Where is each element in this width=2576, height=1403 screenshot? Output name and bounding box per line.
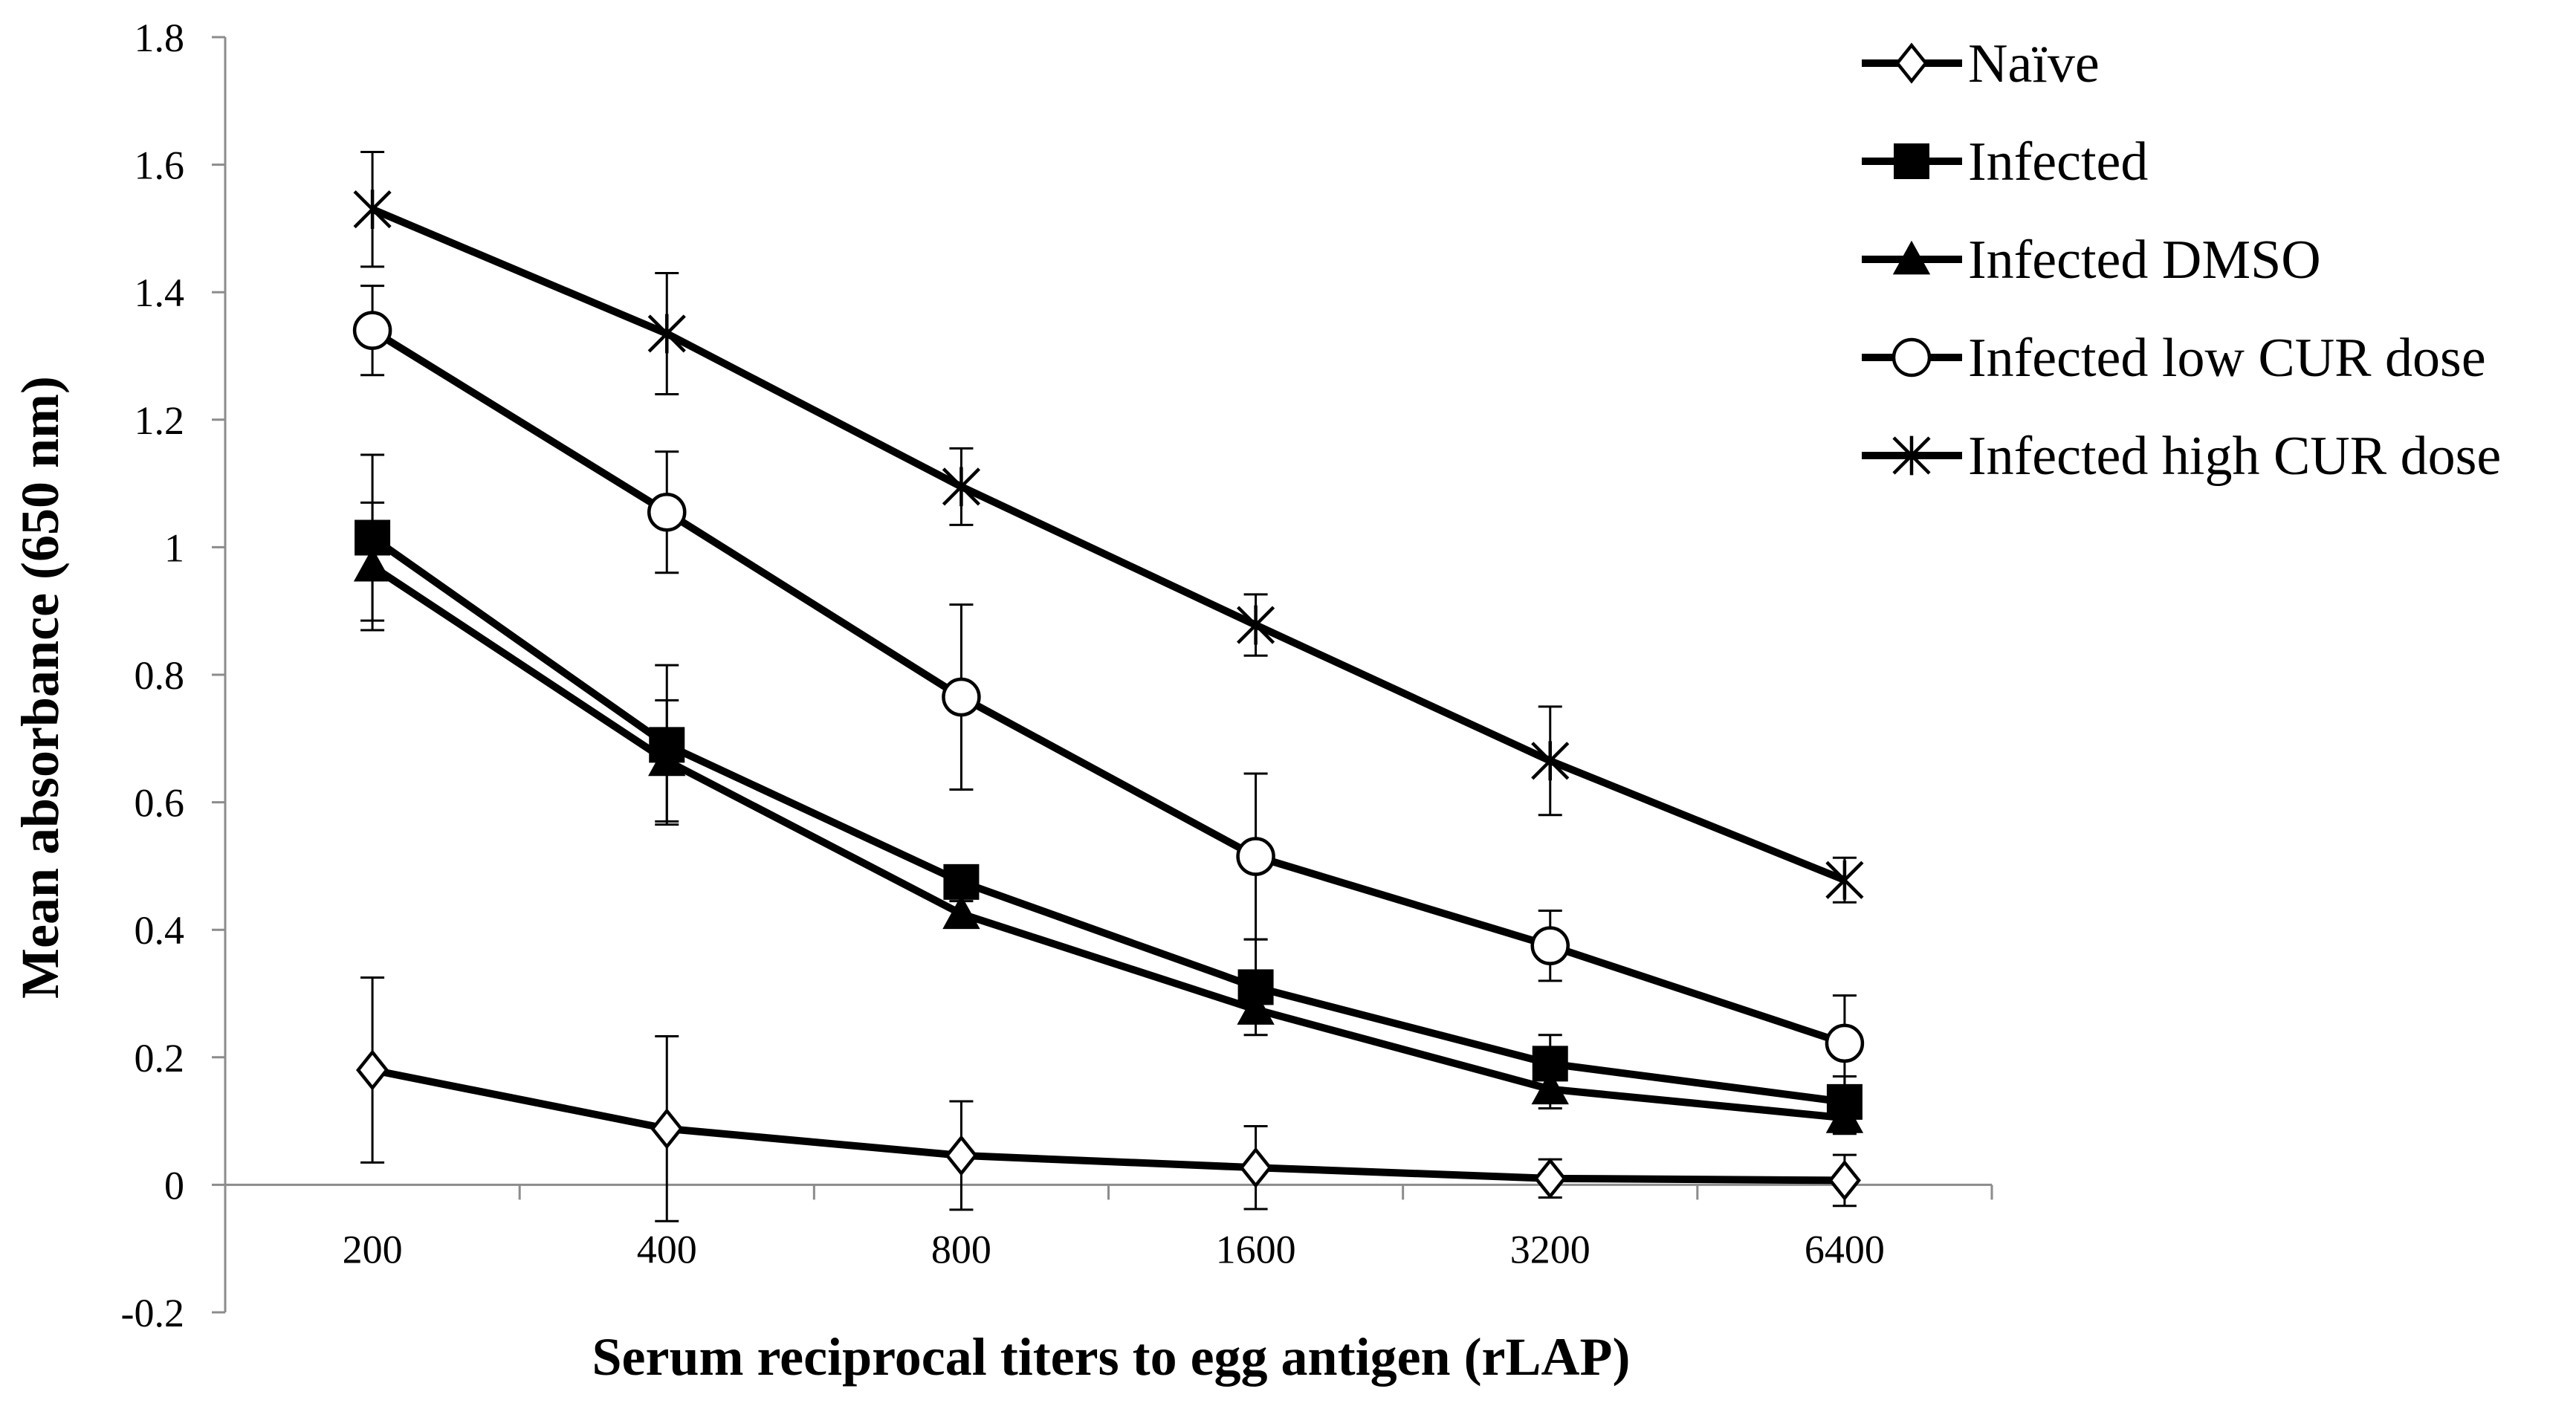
y-tick-label: 0: [164, 1163, 184, 1208]
marker-diamond: [1894, 42, 1929, 84]
series-line: [370, 534, 1845, 1106]
axes: [212, 36, 1993, 1314]
x-tick-label: 6400: [1805, 1227, 1885, 1271]
marker-diamond: [1533, 1158, 1567, 1199]
y-tick-label: 0.2: [135, 1036, 185, 1080]
series-line: [370, 327, 1846, 1047]
x-tick-label: 1600: [1216, 1227, 1296, 1271]
marker-star: [1531, 741, 1570, 781]
legend-label: Infected: [1968, 132, 2148, 192]
legend-item: Infected: [1862, 132, 2148, 192]
x-tick-label: 800: [931, 1227, 991, 1271]
marker-triangle: [1892, 240, 1931, 275]
marker-circle: [1530, 926, 1570, 965]
marker-square: [943, 863, 980, 900]
x-tick-label: 200: [343, 1227, 403, 1271]
marker-star: [1892, 435, 1931, 476]
marker-star: [1236, 605, 1275, 645]
marker-triangle: [942, 895, 980, 930]
legend-item: Infected DMSO: [1862, 230, 2321, 291]
legend-item: Infected high CUR dose: [1862, 426, 2501, 487]
y-tick-label: 1: [164, 525, 184, 570]
y-tick-label: 1.4: [135, 270, 185, 315]
marker-star: [647, 314, 686, 354]
marker-circle: [1891, 337, 1932, 378]
marker-star: [1825, 860, 1864, 900]
y-tick-label: 0.8: [135, 653, 185, 698]
y-axis-title: Mean absorbance (650 nm): [10, 376, 70, 999]
marker-star: [353, 189, 392, 230]
marker-diamond: [1828, 1159, 1861, 1201]
series-markers: [352, 189, 1865, 1201]
tick-labels: -0.2 0 0.2 0.4 0.6 0.8 1 1.2 1.4 1.6 1.8 200 400 800 1…: [121, 16, 1885, 1335]
y-tick-label: -0.2: [121, 1291, 184, 1335]
legend-label: Naïve: [1968, 33, 2100, 94]
series-line: [370, 563, 1845, 1122]
marker-diamond: [356, 1049, 389, 1091]
legend-item: Naïve: [1862, 33, 2100, 94]
marker-triangle: [1825, 1099, 1864, 1133]
marker-triangle: [1237, 991, 1275, 1025]
marker-circle: [647, 492, 687, 532]
x-tick-label: 3200: [1510, 1227, 1590, 1271]
x-tick-label: 400: [637, 1227, 697, 1271]
x-axis-title: Serum reciprocal titers to egg antigen (…: [592, 1327, 1631, 1387]
legend-item: Infected low CUR dose: [1862, 328, 2486, 389]
marker-circle: [1236, 837, 1275, 876]
marker-star: [942, 467, 981, 507]
legend: Naïve Infected Infected DMSO Infected low C…: [1862, 33, 2501, 487]
marker-square: [1894, 143, 1929, 179]
marker-circle: [1825, 1023, 1865, 1063]
series-lines: [370, 206, 1846, 1185]
marker-diamond: [945, 1135, 978, 1176]
y-tick-label: 0.4: [135, 908, 185, 953]
marker-triangle: [353, 547, 392, 582]
y-tick-label: 1.2: [135, 398, 185, 443]
marker-diamond: [1239, 1147, 1272, 1188]
y-tick-label: 0.6: [135, 781, 185, 826]
marker-triangle: [1531, 1070, 1569, 1105]
y-tick-label: 1.8: [135, 16, 185, 60]
series-line: [371, 206, 1846, 884]
marker-triangle: [648, 742, 686, 777]
y-tick-label: 1.6: [135, 143, 185, 188]
series-line: [372, 1066, 1845, 1185]
marker-circle: [942, 677, 981, 717]
legend-label: Infected high CUR dose: [1968, 426, 2501, 487]
marker-diamond: [650, 1108, 684, 1150]
legend-label: Infected low CUR dose: [1968, 328, 2486, 389]
legend-label: Infected DMSO: [1968, 230, 2321, 291]
marker-circle: [352, 311, 392, 350]
